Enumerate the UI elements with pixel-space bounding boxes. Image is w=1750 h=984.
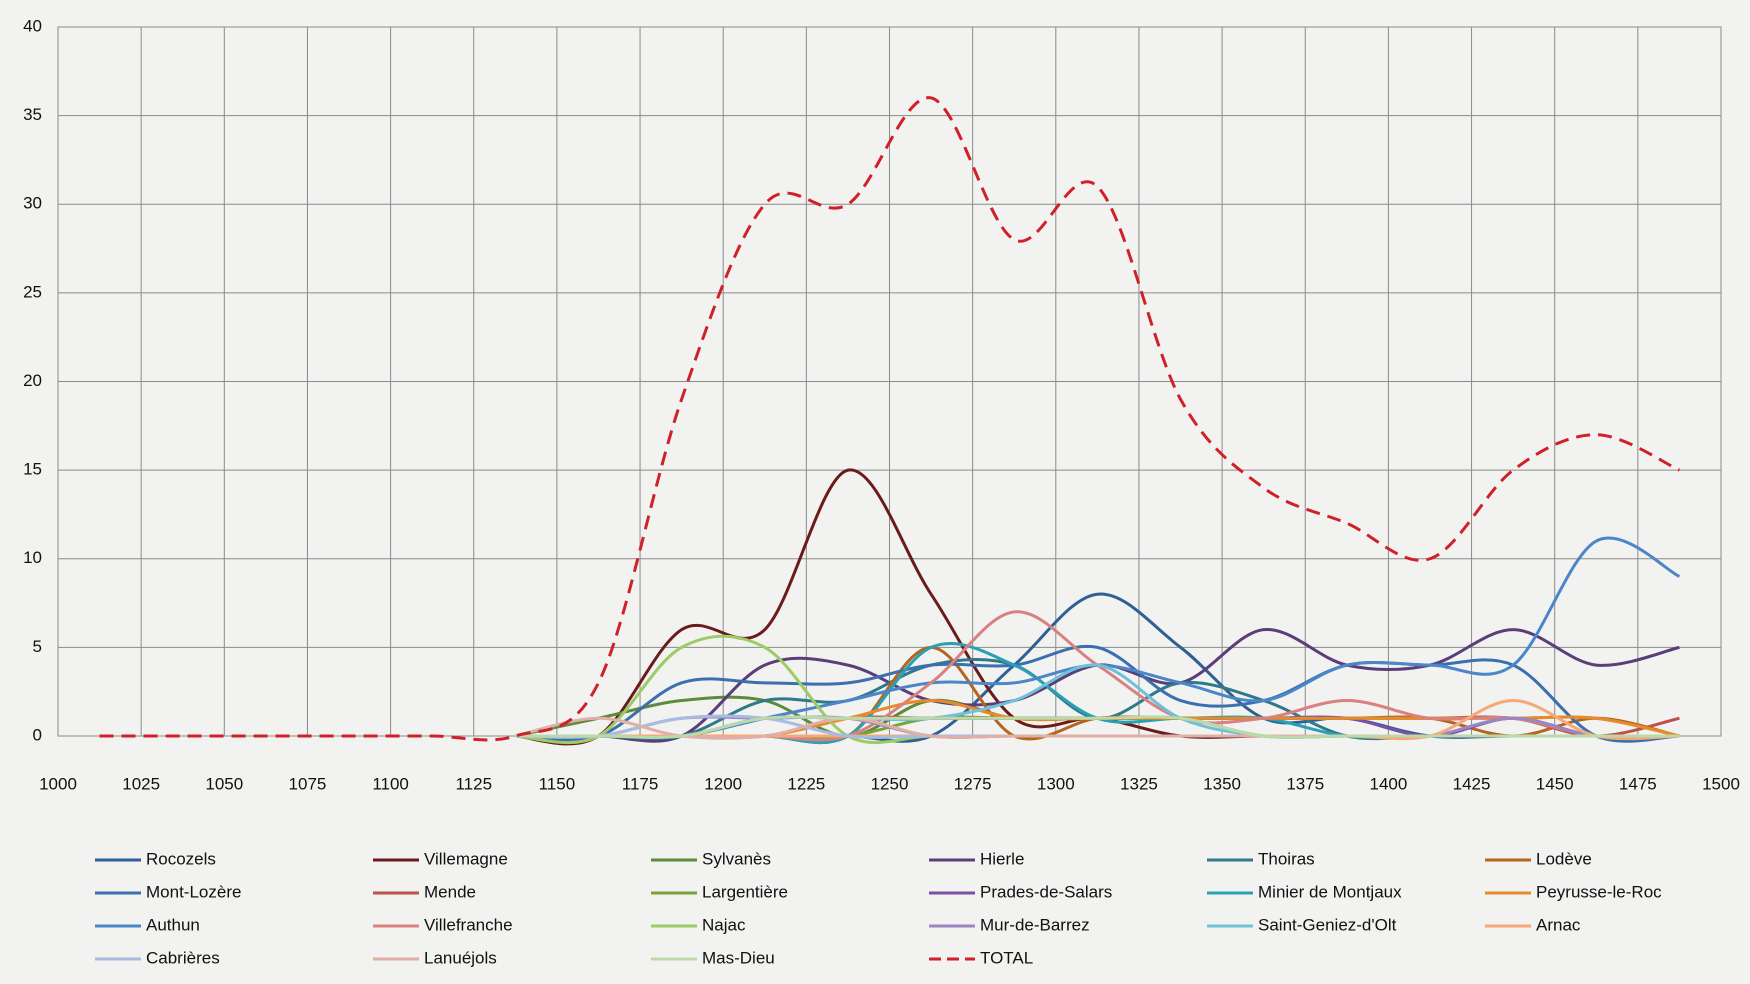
x-tick-label: 1275 bbox=[954, 774, 992, 793]
x-tick-label: 1325 bbox=[1120, 774, 1158, 793]
legend-label: Najac bbox=[702, 915, 746, 934]
x-tick-label: 1225 bbox=[787, 774, 825, 793]
x-tick-label: 1400 bbox=[1369, 774, 1407, 793]
series-line bbox=[515, 642, 1680, 745]
x-tick-label: 1175 bbox=[622, 774, 659, 793]
legend-label: Mont-Lozère bbox=[146, 882, 241, 901]
series-line bbox=[515, 536, 1681, 739]
x-tick-label: 1450 bbox=[1536, 774, 1574, 793]
legend-label: Thoiras bbox=[1258, 849, 1315, 868]
legend-label: Mur-de-Barrez bbox=[980, 915, 1090, 934]
x-tick-label: 1000 bbox=[39, 774, 77, 793]
y-tick-label: 25 bbox=[23, 282, 42, 301]
x-tick-label: 1500 bbox=[1702, 774, 1740, 793]
legend-label: Authun bbox=[146, 915, 200, 934]
legend-label: Sylvanès bbox=[702, 849, 771, 868]
y-tick-label: 5 bbox=[33, 637, 42, 656]
series-line bbox=[99, 96, 1681, 742]
x-tick-label: 1025 bbox=[122, 774, 160, 793]
legend-label: Hierle bbox=[980, 849, 1024, 868]
legend-label: Peyrusse-le-Roc bbox=[1536, 882, 1662, 901]
x-tick-label: 1200 bbox=[704, 774, 742, 793]
legend-label: Prades-de-Salars bbox=[980, 882, 1112, 901]
legend-label: Villefranche bbox=[424, 915, 513, 934]
x-tick-label: 1475 bbox=[1619, 774, 1657, 793]
legend-label: Arnac bbox=[1536, 915, 1581, 934]
series-line bbox=[515, 634, 1680, 745]
legend-label: TOTAL bbox=[980, 948, 1033, 967]
x-tick-label: 1150 bbox=[539, 774, 576, 793]
y-tick-label: 15 bbox=[23, 460, 42, 479]
x-tick-label: 1425 bbox=[1453, 774, 1491, 793]
legend-label: Lanuéjols bbox=[424, 948, 497, 967]
legend-label: Saint-Geniez-d'Olt bbox=[1258, 915, 1397, 934]
legend-label: Lodève bbox=[1536, 849, 1592, 868]
y-tick-label: 20 bbox=[23, 371, 42, 390]
x-tick-label: 1300 bbox=[1037, 774, 1075, 793]
x-tick-label: 1125 bbox=[455, 774, 492, 793]
x-tick-label: 1250 bbox=[871, 774, 909, 793]
series-line bbox=[515, 715, 1680, 739]
x-tick-label: 1075 bbox=[289, 774, 327, 793]
x-tick-label: 1375 bbox=[1286, 774, 1324, 793]
y-tick-label: 35 bbox=[23, 105, 42, 124]
y-tick-label: 0 bbox=[33, 725, 42, 744]
x-tick-label: 1100 bbox=[372, 774, 409, 793]
y-tick-label: 10 bbox=[23, 548, 42, 567]
legend-label: Cabrières bbox=[146, 948, 220, 967]
y-tick-label: 40 bbox=[23, 16, 42, 35]
series-line bbox=[515, 644, 1680, 743]
legend-label: Minier de Montjaux bbox=[1258, 882, 1402, 901]
x-tick-label: 1350 bbox=[1203, 774, 1241, 793]
legend-label: Mas-Dieu bbox=[702, 948, 775, 967]
legend-label: Rocozels bbox=[146, 849, 216, 868]
legend-label: Mende bbox=[424, 882, 476, 901]
legend-label: Villemagne bbox=[424, 849, 508, 868]
x-tick-label: 1050 bbox=[205, 774, 243, 793]
legend-label: Largentière bbox=[702, 882, 788, 901]
y-tick-label: 30 bbox=[23, 194, 42, 213]
